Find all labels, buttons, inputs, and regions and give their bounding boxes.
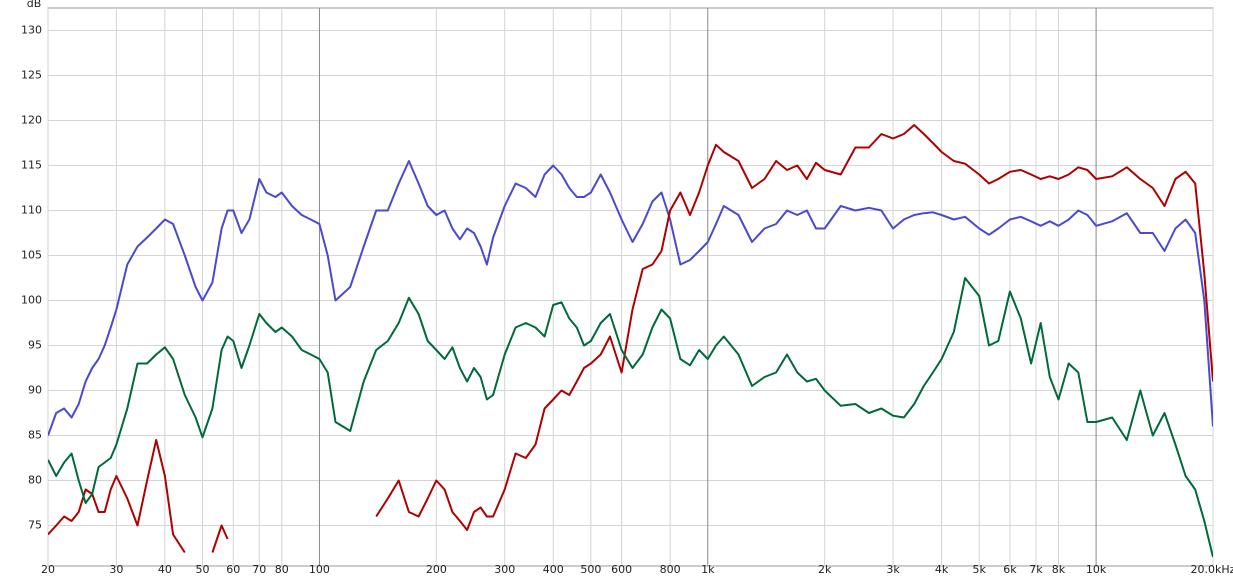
x-tick-label: 8k <box>1052 563 1066 576</box>
x-tick-label: 3k <box>886 563 900 576</box>
x-tick-label: 5k <box>973 563 987 576</box>
x-tick-label: 70 <box>252 563 266 576</box>
y-tick-label: 80 <box>28 474 42 487</box>
x-tick-label: 40 <box>158 563 172 576</box>
x-tick-label: 7k <box>1029 563 1043 576</box>
y-tick-label: 120 <box>21 114 42 127</box>
y-tick-label: 90 <box>28 384 42 397</box>
y-tick-label: 125 <box>21 69 42 82</box>
x-tick-label: 100 <box>309 563 330 576</box>
x-tick-label: 4k <box>935 563 949 576</box>
x-tick-label: 2k <box>818 563 832 576</box>
x-tick-label: 6k <box>1003 563 1017 576</box>
x-tick-label: 500 <box>580 563 601 576</box>
x-tick-label: 200 <box>426 563 447 576</box>
y-tick-label: 95 <box>28 339 42 352</box>
series-line <box>48 160 1213 436</box>
x-tick-label: 300 <box>494 563 515 576</box>
y-tick-label: 110 <box>21 204 42 217</box>
x-tick-label: 80 <box>275 563 289 576</box>
y-tick-label: 75 <box>28 519 42 532</box>
x-tick-label: 30 <box>109 563 123 576</box>
x-tick-label: 50 <box>196 563 210 576</box>
x-tick-label: 10k <box>1086 563 1107 576</box>
y-axis-label: dB <box>27 0 42 10</box>
x-tick-label: 400 <box>543 563 564 576</box>
y-tick-label: 85 <box>28 429 42 442</box>
y-tick-label: 105 <box>21 249 42 262</box>
series-line <box>48 277 1213 558</box>
y-tick-label: 100 <box>21 294 42 307</box>
series-line <box>48 124 1213 554</box>
x-tick-label: 800 <box>660 563 681 576</box>
y-tick-label: 115 <box>21 159 42 172</box>
y-tick-label: 130 <box>21 24 42 37</box>
x-tick-label: 600 <box>611 563 632 576</box>
x-tick-label: 1k <box>701 563 715 576</box>
x-tick-label: 60 <box>226 563 240 576</box>
x-tick-label: 20.0kHz <box>1191 563 1233 576</box>
plot-frame <box>47 7 1214 567</box>
x-tick-label: 20 <box>41 563 55 576</box>
